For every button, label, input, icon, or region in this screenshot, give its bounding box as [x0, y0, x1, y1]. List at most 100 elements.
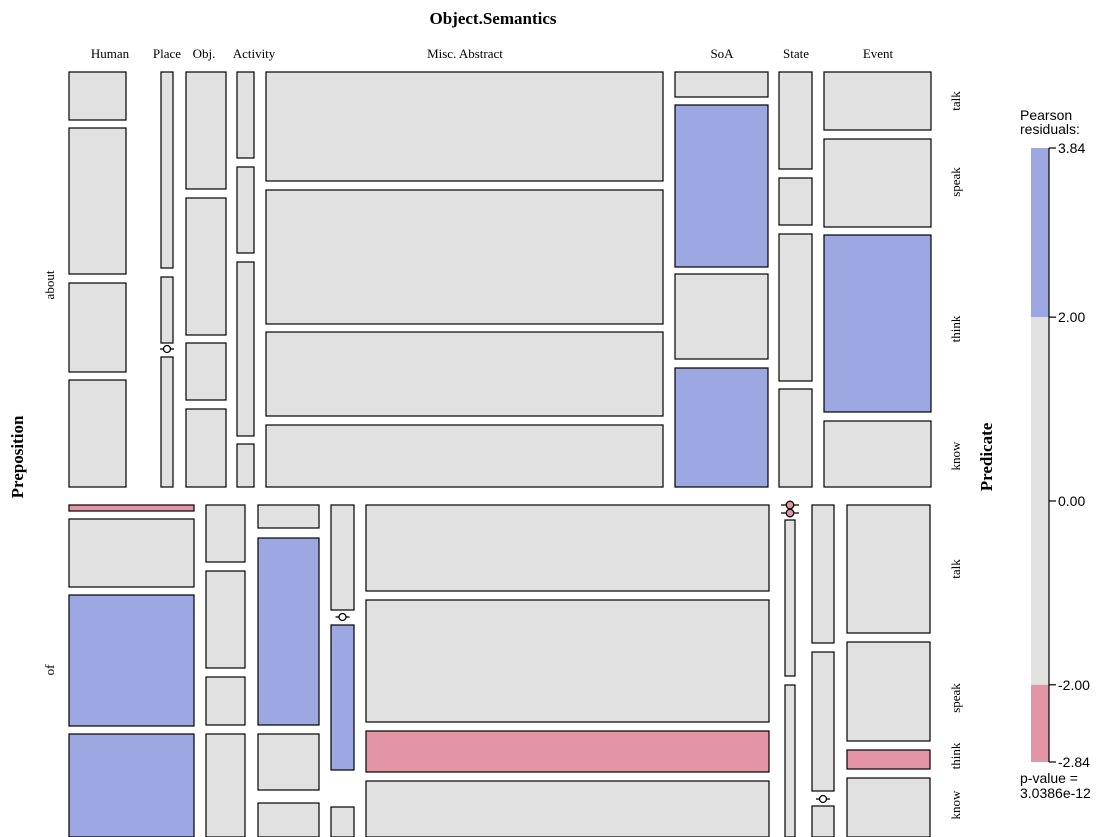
tile-about-soa-speak — [674, 104, 769, 268]
legend-ticks: 3.84 2.00 0.00 -2.00 -2.84 — [1049, 140, 1090, 770]
row-variable-label: Preposition — [8, 415, 27, 498]
tile-about-misc-abstract-speak — [265, 189, 664, 325]
tile-about-activity-know — [236, 443, 255, 488]
tile-about-misc-abstract-talk — [265, 71, 664, 182]
legend-band-positive — [1031, 148, 1049, 318]
tile-about-misc-abstract-think — [265, 331, 664, 417]
tile-about-soa-think — [674, 273, 769, 360]
tile-of-place-talk — [205, 504, 246, 563]
pred-label-about-speak: speak — [948, 167, 963, 197]
col-label-place: Place — [153, 46, 181, 61]
column-labels: Human Place Obj. Activity Misc. Abstract SoA S… — [91, 46, 894, 61]
tile-of-activity-think — [330, 624, 355, 771]
tile-about-obj-speak — [185, 197, 227, 336]
tile-about-event-talk — [823, 71, 932, 131]
tile-about-place-know — [160, 356, 174, 488]
tile-about-activity-think — [236, 261, 255, 437]
tile-about-place-speak — [160, 276, 174, 344]
mosaic-tiles — [68, 71, 932, 837]
tile-of-soa-talk — [781, 500, 799, 510]
tile-of-state-know — [811, 805, 835, 837]
tile-about-state-think — [778, 233, 813, 382]
tile-about-obj-think — [185, 342, 227, 401]
tile-of-state-think-empty — [816, 794, 830, 804]
tile-about-place-talk — [160, 71, 174, 269]
inner-variable-label: Predicate — [977, 422, 996, 491]
legend-tick-label-1: 2.00 — [1058, 309, 1085, 325]
tile-of-human-talk — [68, 504, 195, 512]
pred-label-of-talk: talk — [948, 559, 963, 579]
tile-of-obj-talk — [257, 504, 320, 529]
row-label-of: of — [42, 664, 57, 676]
tile-about-soa-talk — [674, 71, 769, 98]
row-label-about: about — [42, 270, 57, 299]
tile-of-obj-know — [257, 802, 320, 837]
col-label-obj: Obj. — [193, 46, 216, 61]
pred-label-of-think: think — [948, 742, 963, 769]
tile-of-state-speak — [811, 651, 835, 792]
p-value-line2: 3.0386e-12 — [1020, 785, 1091, 801]
tile-of-misc-abstract-think — [365, 730, 770, 773]
tile-of-event-talk — [846, 504, 931, 634]
tile-about-state-know — [778, 388, 813, 488]
legend-title-line2: residuals: — [1020, 121, 1080, 137]
col-label-human: Human — [91, 46, 130, 61]
legend-colorbar — [1031, 148, 1050, 762]
tile-of-activity-talk — [330, 504, 355, 611]
legend-band-neutral — [1031, 317, 1049, 685]
tile-of-place-think — [205, 676, 246, 726]
legend: Pearson residuals: 3.84 2.00 0.00 -2.00 -2.8… — [1020, 107, 1091, 801]
chart-title: Object.Semantics — [429, 9, 556, 28]
tile-of-activity-speak-empty — [335, 612, 350, 622]
tile-about-human-talk — [68, 71, 127, 121]
tile-of-state-talk — [811, 504, 835, 644]
legend-tick-label-3: -2.00 — [1058, 677, 1090, 693]
tile-of-obj-think — [257, 733, 320, 791]
legend-band-negative — [1031, 684, 1049, 762]
tile-of-soa-speak — [781, 508, 799, 518]
tile-about-human-think — [68, 282, 127, 373]
tile-about-event-know — [823, 420, 932, 488]
tile-of-misc-abstract-talk — [365, 504, 770, 592]
legend-tick-label-0: 3.84 — [1058, 140, 1085, 156]
tile-of-human-know — [68, 733, 195, 837]
p-value-line1: p-value = — [1020, 770, 1078, 786]
col-label-activity: Activity — [233, 46, 276, 61]
tile-of-human-think — [68, 594, 195, 727]
predicate-labels: talk speak think know talk speak think know — [948, 91, 963, 820]
tile-about-state-speak — [778, 177, 813, 226]
tile-of-event-know — [846, 777, 931, 837]
tile-about-event-speak — [823, 138, 932, 228]
legend-title-line1: Pearson — [1020, 107, 1072, 123]
tile-about-activity-speak — [236, 166, 255, 254]
pred-label-about-talk: talk — [948, 91, 963, 111]
legend-tick-label-4: -2.84 — [1058, 754, 1090, 770]
col-label-event: Event — [863, 46, 894, 61]
tile-of-event-speak — [846, 641, 931, 742]
tile-of-event-think — [846, 749, 931, 770]
tile-of-place-speak — [205, 570, 246, 669]
tile-about-event-think — [823, 234, 932, 413]
pred-label-about-think: think — [948, 315, 963, 342]
tile-of-misc-abstract-know — [365, 780, 770, 837]
tile-of-human-speak — [68, 518, 195, 588]
tile-about-human-speak — [68, 127, 127, 275]
col-label-state: State — [783, 46, 809, 61]
tile-about-human-know — [68, 379, 127, 488]
tile-about-obj-know — [185, 408, 227, 488]
tile-about-place-think-empty — [160, 344, 174, 354]
block-of — [68, 500, 931, 837]
tile-of-soa-know — [784, 684, 796, 837]
tile-of-soa-think — [784, 519, 796, 677]
tile-of-activity-know — [330, 806, 355, 837]
tile-of-obj-speak — [257, 537, 320, 726]
pred-label-of-know: know — [948, 790, 963, 820]
col-label-misc-abstract: Misc. Abstract — [427, 46, 503, 61]
tile-about-state-talk — [778, 71, 813, 170]
tile-of-place-know — [205, 733, 246, 837]
pred-label-about-know: know — [948, 441, 963, 471]
block-about — [68, 71, 932, 488]
col-label-soa: SoA — [710, 46, 734, 61]
tile-about-misc-abstract-know — [265, 424, 664, 488]
